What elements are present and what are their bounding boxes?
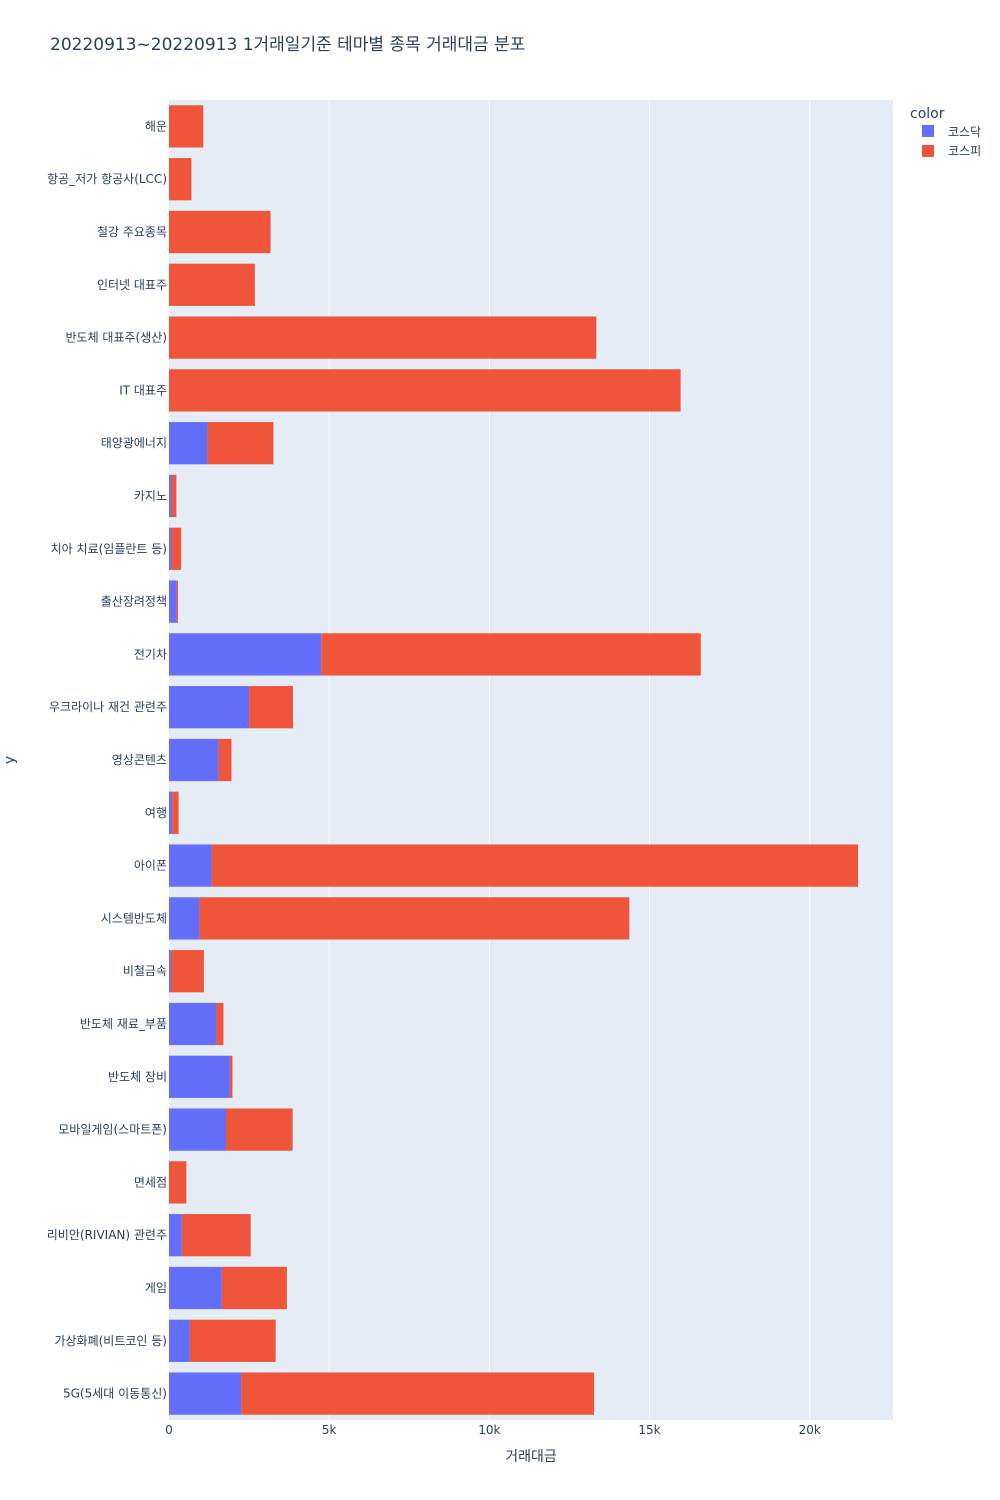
y-tick-label: 우크라이나 재건 관련주 [49,700,167,714]
y-tick-label: IT 대표주 [119,383,167,397]
y-tick-label: 아이폰 [134,859,167,873]
x-tick-label: 20k [799,1423,821,1437]
y-tick-label: 전기차 [134,647,167,661]
bar-kospi[interactable] [169,369,681,412]
bar-kospi[interactable] [199,897,630,940]
plot-background [169,100,893,1420]
y-tick-label: 치아 치료(임플란트 등) [51,542,167,556]
bar-kospi[interactable] [171,474,177,518]
bar-kospi[interactable] [241,1372,595,1415]
y-tick-label: 면세점 [134,1175,167,1189]
legend: color 코스닥 코스피 [910,106,981,158]
bar-kospi[interactable] [171,527,182,570]
bar-kospi[interactable] [207,422,274,465]
y-tick-label: 카지노 [134,489,167,503]
bar-kosdaq[interactable] [169,738,219,782]
y-tick-label: 모바일게임(스마트폰) [58,1123,167,1137]
chart-title: 20220913~20220913 1거래일기준 테마별 종목 거래대금 분포 [50,35,525,55]
legend-label-kospi[interactable]: 코스피 [948,144,981,158]
bar-kospi[interactable] [169,316,597,359]
bar-kospi[interactable] [218,738,232,782]
legend-label-kosdaq[interactable]: 코스닥 [948,125,981,139]
y-tick-label: 비철금속 [123,964,167,978]
y-tick-label: 시스템반도체 [101,911,167,925]
bar-kosdaq[interactable] [169,474,172,518]
bar-kospi[interactable] [229,1055,233,1098]
bar-kospi[interactable] [189,1319,276,1362]
y-tick-label: 5G(5세대 이동통신) [63,1387,167,1401]
y-tick-label: 출산장려정책 [101,594,167,609]
legend-swatch-kosdaq[interactable] [922,125,934,137]
bar-kospi[interactable] [226,1108,293,1151]
legend-swatch-kospi[interactable] [922,145,934,157]
y-tick-label: 반도체 대표주(생산) [66,331,168,345]
bar-kosdaq[interactable] [169,527,172,570]
bar-kospi[interactable] [181,1214,251,1257]
bar-kosdaq[interactable] [169,1108,227,1151]
bar-kosdaq[interactable] [169,897,200,940]
bar-kospi[interactable] [169,263,255,306]
bars [169,105,859,1415]
bar-kosdaq[interactable] [169,580,177,623]
y-tick-label: 철강 주요종목 [97,225,167,239]
bar-kosdaq[interactable] [169,1319,190,1362]
x-tick-labels: 0 5k 10k 15k 20k [165,1423,821,1437]
y-tick-label: 반도체 장비 [108,1070,167,1084]
y-tick-label: 인터넷 대표주 [97,278,167,292]
bar-kosdaq[interactable] [169,422,208,465]
y-tick-label: 가상화폐(비트코인 등) [54,1334,167,1348]
bar-kosdaq[interactable] [169,791,173,834]
y-tick-label: 항공_저가 항공사(LCC) [47,172,167,186]
bar-kospi[interactable] [216,1002,224,1046]
bar-kospi[interactable] [221,1266,287,1310]
x-tick-label: 15k [638,1423,660,1437]
y-tick-label: 게임 [145,1281,167,1295]
bar-kosdaq[interactable] [169,1266,222,1310]
bar-kospi[interactable] [169,158,192,201]
x-tick-label: 5k [322,1423,337,1437]
bar-kosdaq[interactable] [169,1372,242,1415]
bar-kosdaq[interactable] [169,1055,230,1098]
x-tick-label: 0 [165,1423,173,1437]
bar-kospi[interactable] [176,580,178,623]
y-tick-label: 영상콘텐츠 [112,753,167,767]
y-tick-label: 반도체 재료_부품 [80,1017,167,1031]
bar-kosdaq[interactable] [169,844,212,887]
x-tick-label: 10k [478,1423,500,1437]
y-tick-label: 해운 [145,119,167,133]
y-tick-label: 태양광에너지 [101,436,167,450]
y-axis-title: y [2,756,18,764]
bar-kospi[interactable] [211,844,859,887]
bar-kosdaq[interactable] [169,1002,217,1046]
legend-title: color [910,106,945,122]
y-tick-label: 여행 [145,805,167,820]
bar-kospi[interactable] [172,791,179,834]
bar-kospi[interactable] [321,633,701,676]
bar-kospi[interactable] [169,105,204,148]
bar-kospi[interactable] [169,210,271,254]
bar-kospi[interactable] [249,686,293,729]
y-tick-label: 리비안(RIVIAN) 관련주 [47,1228,167,1242]
bar-kospi[interactable] [170,950,204,993]
bar-kosdaq[interactable] [169,1214,182,1257]
bar-kosdaq[interactable] [169,686,250,729]
bar-kosdaq[interactable] [169,633,322,676]
x-axis-title: 거래대금 [505,1449,557,1465]
bar-kospi[interactable] [169,1161,187,1204]
bar-kosdaq[interactable] [169,950,171,993]
